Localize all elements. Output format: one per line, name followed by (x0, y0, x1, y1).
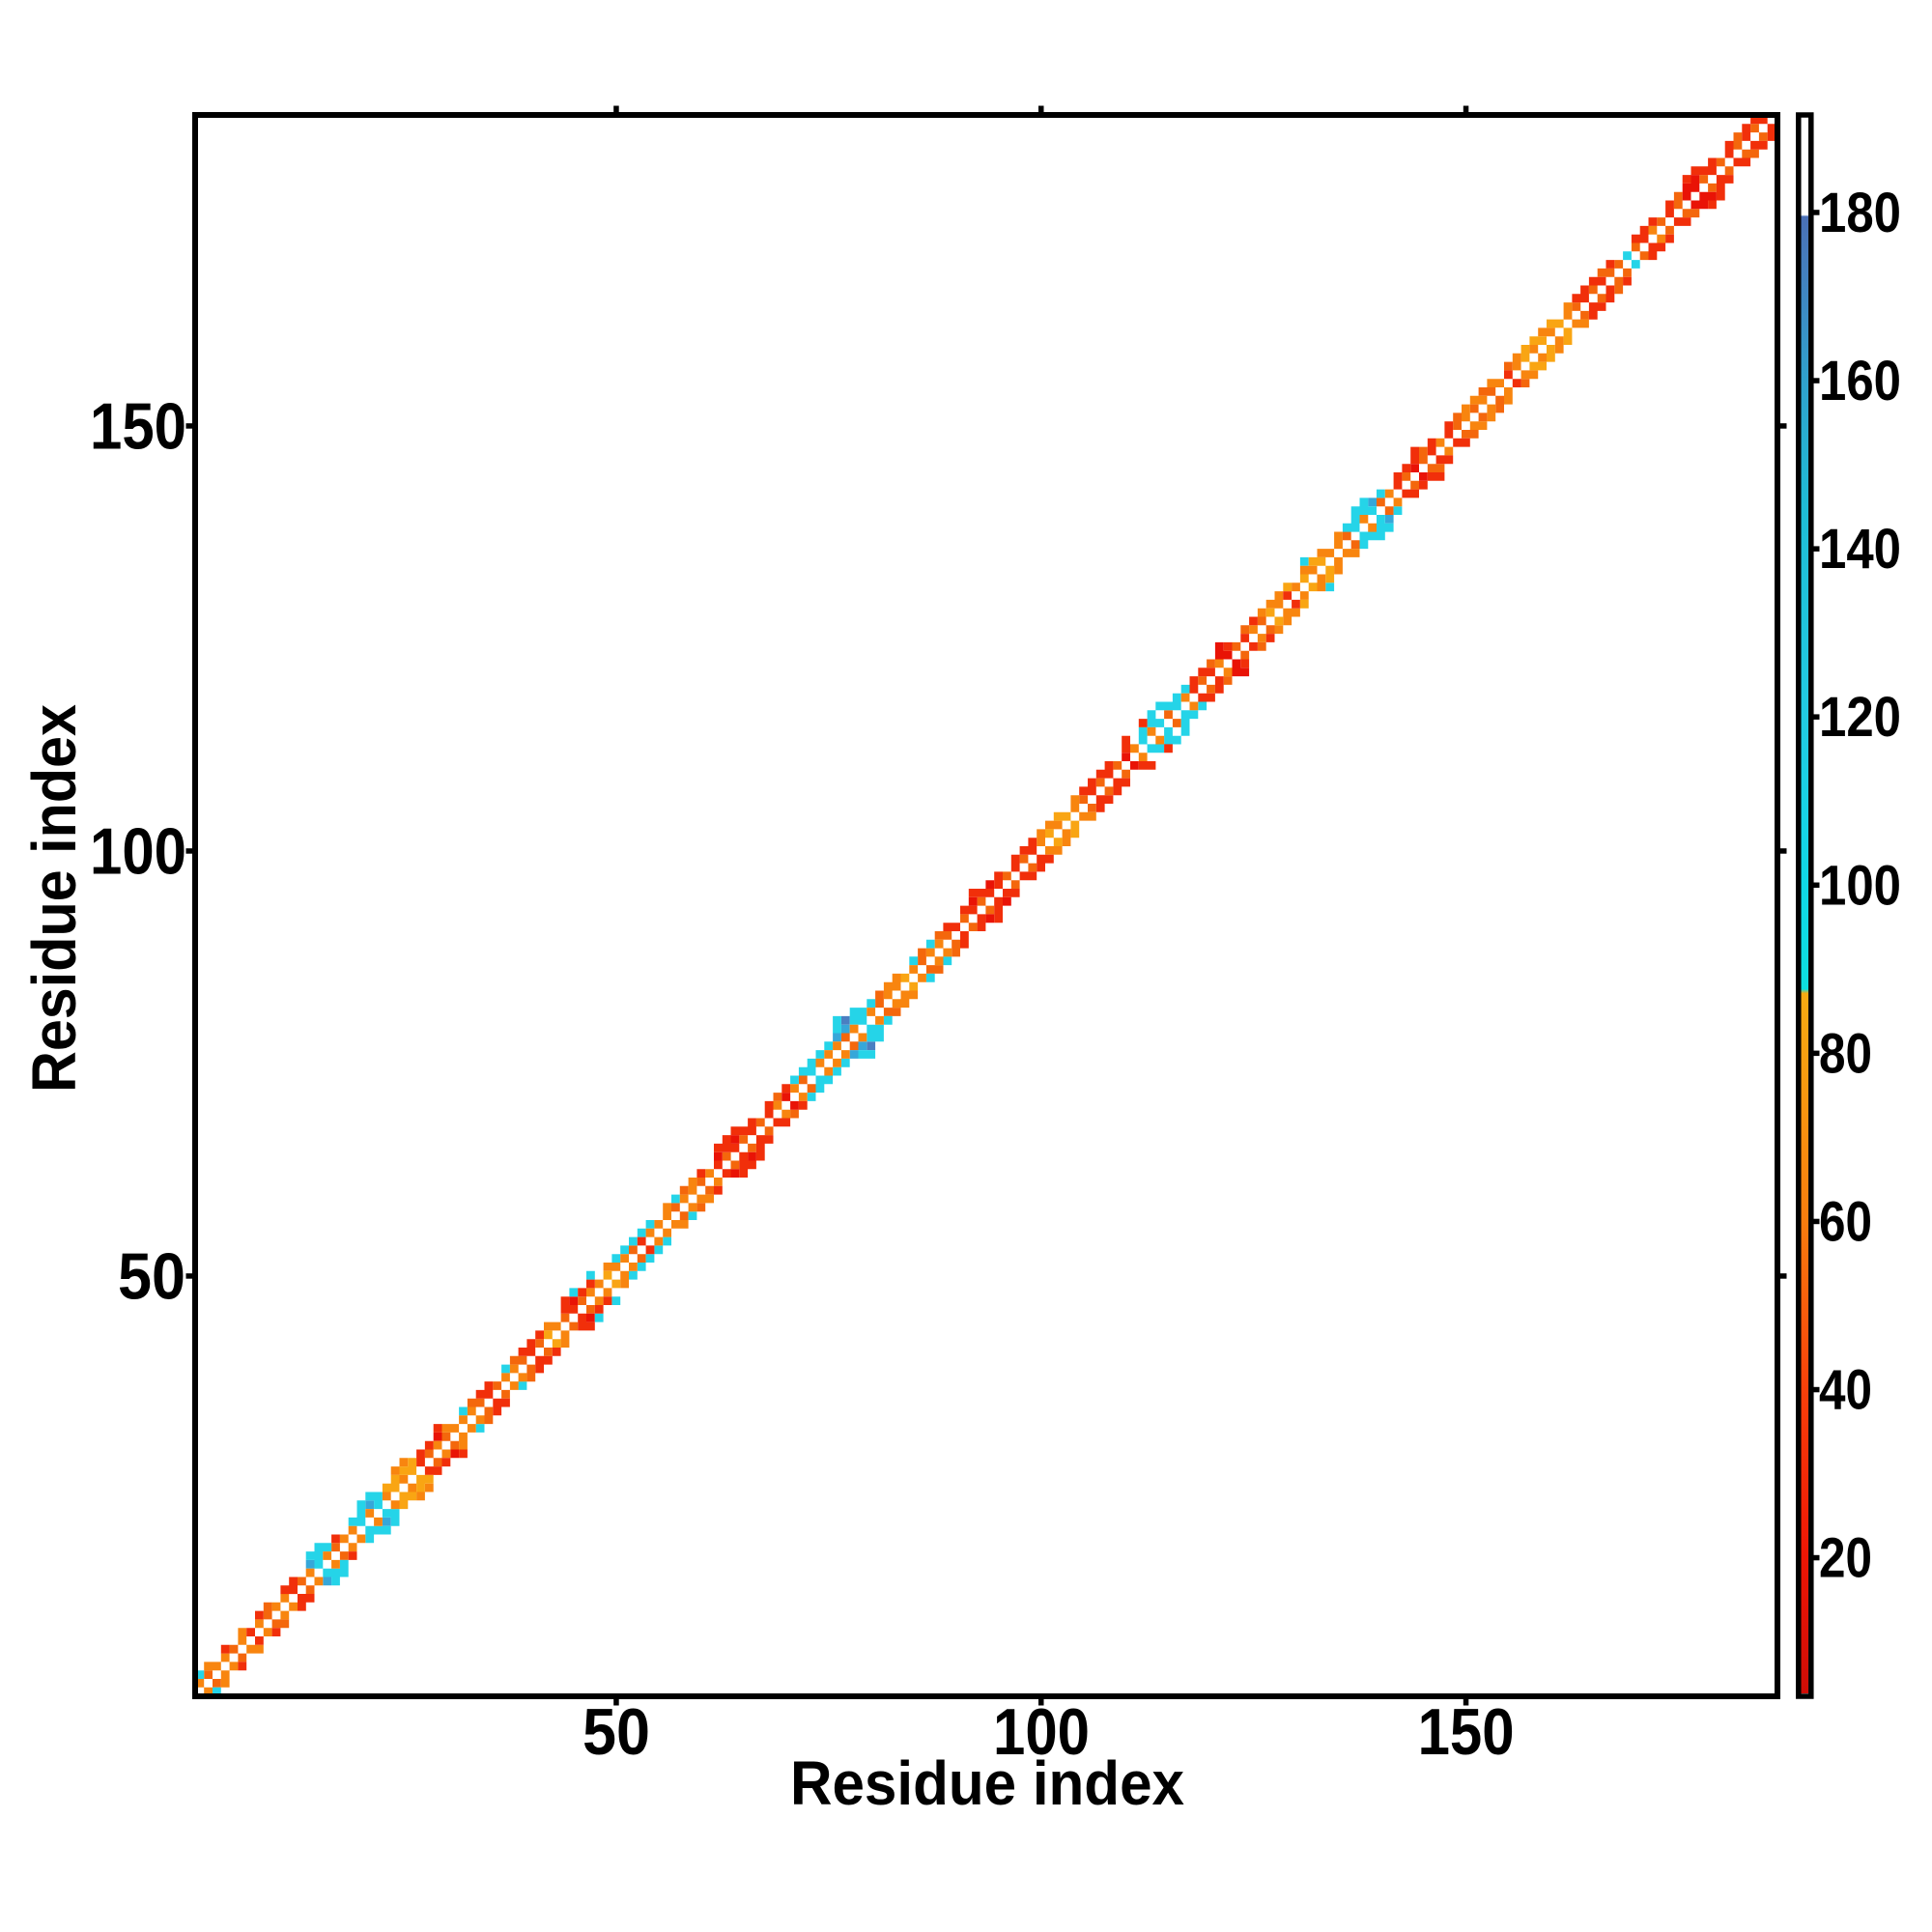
svg-text:150: 150 (1418, 1695, 1515, 1769)
svg-text:80: 80 (1819, 1022, 1872, 1085)
svg-text:50: 50 (582, 1695, 650, 1769)
svg-text:120: 120 (1819, 686, 1901, 749)
svg-text:Residue index: Residue index (19, 704, 89, 1093)
svg-text:150: 150 (90, 390, 186, 464)
svg-text:100: 100 (993, 1695, 1090, 1769)
svg-text:100: 100 (90, 815, 186, 889)
svg-text:Residue index: Residue index (790, 1748, 1184, 1818)
svg-text:50: 50 (118, 1240, 185, 1314)
svg-text:100: 100 (1819, 854, 1901, 917)
svg-text:60: 60 (1819, 1190, 1872, 1253)
svg-text:140: 140 (1819, 518, 1901, 581)
svg-text:160: 160 (1819, 350, 1901, 412)
svg-text:20: 20 (1819, 1527, 1872, 1590)
svg-text:40: 40 (1819, 1359, 1872, 1422)
svg-text:180: 180 (1819, 182, 1901, 244)
